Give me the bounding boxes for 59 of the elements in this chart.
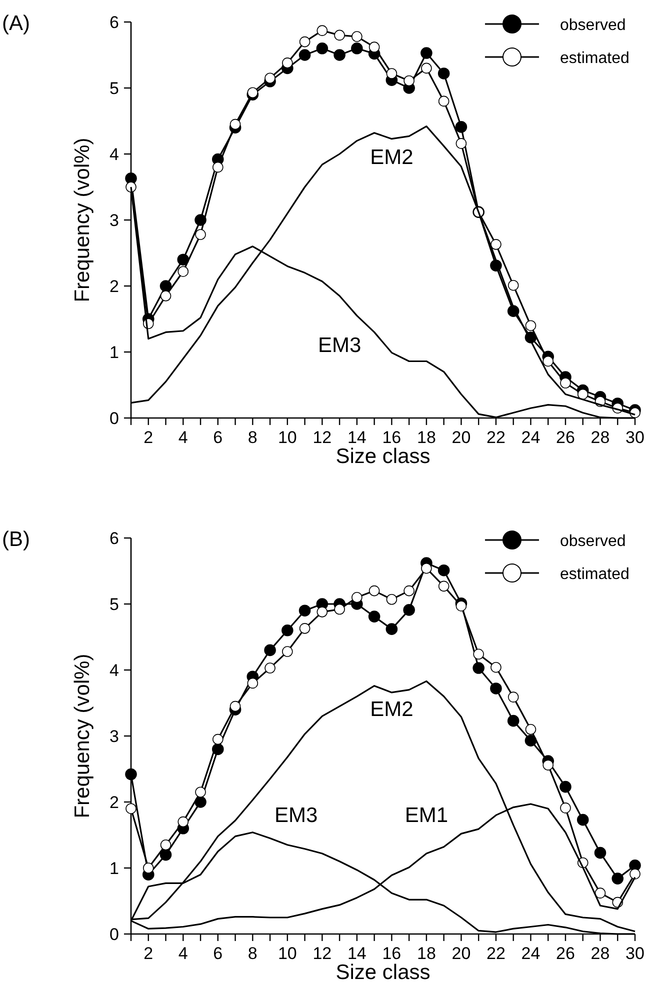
y-tick-label: 0 xyxy=(110,409,119,428)
y-tick-label: 1 xyxy=(110,343,119,362)
legend-label: estimated xyxy=(560,50,630,67)
x-tick-label: 22 xyxy=(486,428,506,447)
x-tick-label: 12 xyxy=(312,428,332,447)
y-tick-label: 2 xyxy=(110,793,119,812)
x-tick-label: 6 xyxy=(213,428,223,447)
x-tick-label: 26 xyxy=(556,944,575,963)
x-tick-label: 14 xyxy=(347,428,366,447)
series-label: EM2 xyxy=(370,698,414,722)
x-tick-label: 30 xyxy=(626,944,644,963)
legend-label: estimated xyxy=(560,566,630,583)
x-tick-label: 28 xyxy=(590,428,610,447)
x-tick-label: 22 xyxy=(486,944,506,963)
y-tick-label: 5 xyxy=(110,79,119,98)
y-tick-label: 6 xyxy=(110,529,119,548)
x-tick-label: 20 xyxy=(452,428,471,447)
x-tick-label: 24 xyxy=(521,428,540,447)
x-tick-label: 4 xyxy=(178,944,188,963)
y-tick-label: 6 xyxy=(110,13,119,32)
x-tick-label: 26 xyxy=(556,428,575,447)
y-axis-title: Frequency (vol%) xyxy=(71,654,94,818)
y-tick-label: 2 xyxy=(110,277,119,296)
legend-label: observed xyxy=(560,533,626,550)
x-axis-title: Size class xyxy=(336,961,430,984)
x-tick-label: 2 xyxy=(144,428,154,447)
series-label: EM1 xyxy=(404,804,448,827)
x-tick-label: 28 xyxy=(590,944,610,963)
x-tick-label: 18 xyxy=(416,428,436,447)
x-axis-title: Size class xyxy=(336,445,430,468)
y-tick-label: 5 xyxy=(110,595,119,614)
x-tick-label: 2 xyxy=(144,944,154,963)
legend-label: observed xyxy=(560,17,626,34)
y-tick-label: 4 xyxy=(110,661,119,680)
y-tick-label: 0 xyxy=(110,925,119,944)
x-tick-label: 20 xyxy=(452,944,471,963)
x-tick-label: 16 xyxy=(382,944,402,963)
x-tick-label: 8 xyxy=(248,944,258,963)
x-tick-label: 14 xyxy=(347,944,366,963)
x-tick-label: 4 xyxy=(178,428,188,447)
x-tick-label: 6 xyxy=(213,944,223,963)
series-label: EM2 xyxy=(370,146,414,169)
series-label: EM3 xyxy=(318,334,362,357)
x-tick-label: 24 xyxy=(521,944,540,963)
series-label: EM3 xyxy=(274,804,318,827)
x-tick-label: 10 xyxy=(278,944,297,963)
chart-title: (A) xyxy=(2,12,30,35)
x-tick-label: 8 xyxy=(248,428,258,447)
y-axis-title: Frequency (vol%) xyxy=(71,138,94,302)
chart-title: (B) xyxy=(2,528,30,551)
y-tick-label: 3 xyxy=(110,727,119,746)
y-tick-label: 3 xyxy=(110,211,119,230)
x-tick-label: 30 xyxy=(626,428,644,447)
y-tick-label: 1 xyxy=(110,859,119,878)
x-tick-label: 12 xyxy=(312,944,332,963)
y-tick-label: 4 xyxy=(110,145,119,164)
x-tick-label: 16 xyxy=(382,428,402,447)
x-tick-label: 10 xyxy=(278,428,297,447)
x-tick-label: 18 xyxy=(416,944,436,963)
